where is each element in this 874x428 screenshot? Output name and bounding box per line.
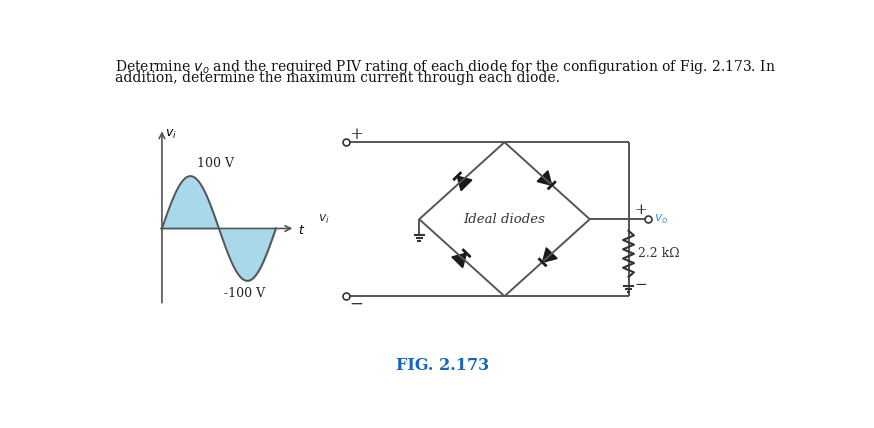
Text: -100 V: -100 V (224, 287, 266, 300)
Text: $v_o$: $v_o$ (654, 213, 669, 226)
Polygon shape (543, 248, 557, 262)
Text: 2.2 kΩ: 2.2 kΩ (638, 247, 679, 260)
Text: Ideal diodes: Ideal diodes (463, 213, 545, 226)
Text: Determine $v_o$ and the required PIV rating of each diode for the configuration : Determine $v_o$ and the required PIV rat… (115, 57, 776, 75)
Text: +: + (634, 203, 647, 217)
Text: −: − (350, 295, 364, 312)
Text: 100 V: 100 V (197, 157, 233, 170)
Polygon shape (538, 171, 551, 185)
Text: $v_i$: $v_i$ (318, 213, 330, 226)
Polygon shape (452, 253, 467, 268)
Text: −: − (634, 278, 647, 291)
Text: +: + (350, 126, 364, 143)
Text: $v_i$: $v_i$ (165, 128, 177, 142)
Text: $t$: $t$ (298, 224, 306, 237)
Text: addition, determine the maximum current through each diode.: addition, determine the maximum current … (115, 71, 560, 85)
Polygon shape (457, 176, 472, 190)
Text: FIG. 2.173: FIG. 2.173 (396, 357, 489, 374)
